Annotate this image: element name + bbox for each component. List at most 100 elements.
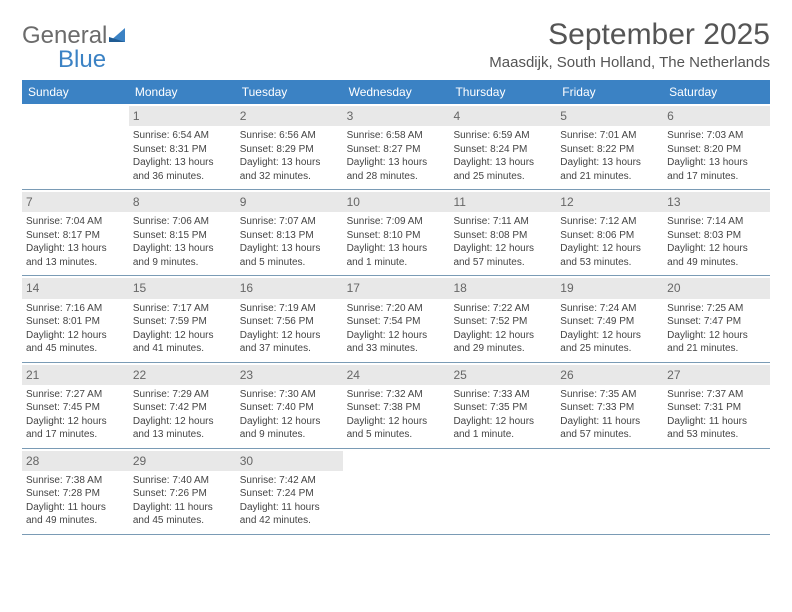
sunrise-text: Sunrise: 7:24 AM xyxy=(560,302,659,316)
sunrise-text: Sunrise: 7:29 AM xyxy=(133,388,232,402)
daylight-text: Daylight: 12 hours and 33 minutes. xyxy=(347,329,446,356)
day-cell xyxy=(556,449,663,534)
daylight-text: Daylight: 12 hours and 13 minutes. xyxy=(133,415,232,442)
day-number: 8 xyxy=(129,192,236,212)
day-cell: 25Sunrise: 7:33 AMSunset: 7:35 PMDayligh… xyxy=(449,363,556,448)
calendar-page: General Blue September 2025 Maasdijk, So… xyxy=(0,0,792,553)
sunrise-text: Sunrise: 7:17 AM xyxy=(133,302,232,316)
daylight-text: Daylight: 13 hours and 5 minutes. xyxy=(240,242,339,269)
day-number: 21 xyxy=(22,365,129,385)
weekday-wednesday: Wednesday xyxy=(343,80,450,104)
daylight-text: Daylight: 12 hours and 5 minutes. xyxy=(347,415,446,442)
sunset-text: Sunset: 7:59 PM xyxy=(133,315,232,329)
day-cell: 18Sunrise: 7:22 AMSunset: 7:52 PMDayligh… xyxy=(449,276,556,361)
sunset-text: Sunset: 7:24 PM xyxy=(240,487,339,501)
daylight-text: Daylight: 13 hours and 32 minutes. xyxy=(240,156,339,183)
sunset-text: Sunset: 8:03 PM xyxy=(667,229,766,243)
day-number: 1 xyxy=(129,106,236,126)
sunset-text: Sunset: 8:15 PM xyxy=(133,229,232,243)
day-cell: 3Sunrise: 6:58 AMSunset: 8:27 PMDaylight… xyxy=(343,104,450,189)
day-cell: 19 Sunrise: 7:24 AMSunset: 7:49 PMDayligh… xyxy=(556,276,663,361)
day-cell: 7Sunrise: 7:04 AMSunset: 8:17 PMDaylight… xyxy=(22,190,129,275)
day-number: 27 xyxy=(663,365,770,385)
day-cell xyxy=(663,449,770,534)
daylight-text: Daylight: 13 hours and 13 minutes. xyxy=(26,242,125,269)
daylight-text: Daylight: 12 hours and 17 minutes. xyxy=(26,415,125,442)
sunrise-text: Sunrise: 7:38 AM xyxy=(26,474,125,488)
sunrise-text: Sunrise: 7:12 AM xyxy=(560,215,659,229)
day-number: 5 xyxy=(556,106,663,126)
sunset-text: Sunset: 8:13 PM xyxy=(240,229,339,243)
day-number: 4 xyxy=(449,106,556,126)
weekday-sunday: Sunday xyxy=(22,80,129,104)
daylight-text: Daylight: 13 hours and 28 minutes. xyxy=(347,156,446,183)
sunrise-text: Sunrise: 6:59 AM xyxy=(453,129,552,143)
day-number: 19 xyxy=(556,278,663,298)
day-number: 13 xyxy=(663,192,770,212)
header: General Blue September 2025 Maasdijk, So… xyxy=(22,18,770,72)
logo-text: General Blue xyxy=(22,24,131,72)
day-number: 17 xyxy=(343,278,450,298)
week-row: 7Sunrise: 7:04 AMSunset: 8:17 PMDaylight… xyxy=(22,190,770,276)
day-cell: 27Sunrise: 7:37 AMSunset: 7:31 PMDayligh… xyxy=(663,363,770,448)
day-number: 22 xyxy=(129,365,236,385)
daylight-text: Daylight: 12 hours and 25 minutes. xyxy=(560,329,659,356)
day-cell: 24Sunrise: 7:32 AMSunset: 7:38 PMDayligh… xyxy=(343,363,450,448)
week-row: 21Sunrise: 7:27 AMSunset: 7:45 PMDayligh… xyxy=(22,363,770,449)
day-number: 7 xyxy=(22,192,129,212)
sunrise-text: Sunrise: 6:54 AM xyxy=(133,129,232,143)
day-number: 14 xyxy=(22,278,129,298)
day-number: 15 xyxy=(129,278,236,298)
day-number: 6 xyxy=(663,106,770,126)
day-number: 29 xyxy=(129,451,236,471)
sunrise-text: Sunrise: 7:35 AM xyxy=(560,388,659,402)
title-block: September 2025 Maasdijk, South Holland, … xyxy=(489,18,770,71)
daylight-text: Daylight: 11 hours and 42 minutes. xyxy=(240,501,339,528)
day-cell: 17Sunrise: 7:20 AMSunset: 7:54 PMDayligh… xyxy=(343,276,450,361)
day-cell: 10Sunrise: 7:09 AMSunset: 8:10 PMDayligh… xyxy=(343,190,450,275)
day-cell: 23Sunrise: 7:30 AMSunset: 7:40 PMDayligh… xyxy=(236,363,343,448)
day-cell: 21Sunrise: 7:27 AMSunset: 7:45 PMDayligh… xyxy=(22,363,129,448)
daylight-text: Daylight: 11 hours and 53 minutes. xyxy=(667,415,766,442)
daylight-text: Daylight: 13 hours and 1 minute. xyxy=(347,242,446,269)
daylight-text: Daylight: 12 hours and 9 minutes. xyxy=(240,415,339,442)
sunset-text: Sunset: 7:49 PM xyxy=(560,315,659,329)
day-cell: 26Sunrise: 7:35 AMSunset: 7:33 PMDayligh… xyxy=(556,363,663,448)
sunrise-text: Sunrise: 6:56 AM xyxy=(240,129,339,143)
sunset-text: Sunset: 8:08 PM xyxy=(453,229,552,243)
sunset-text: Sunset: 7:33 PM xyxy=(560,401,659,415)
day-number: 10 xyxy=(343,192,450,212)
sunrise-text: Sunrise: 7:19 AM xyxy=(240,302,339,316)
daylight-text: Daylight: 12 hours and 41 minutes. xyxy=(133,329,232,356)
sunrise-text: Sunrise: 7:27 AM xyxy=(26,388,125,402)
day-number: 3 xyxy=(343,106,450,126)
sunrise-text: Sunrise: 7:14 AM xyxy=(667,215,766,229)
day-number: 25 xyxy=(449,365,556,385)
sunset-text: Sunset: 7:42 PM xyxy=(133,401,232,415)
sunset-text: Sunset: 8:06 PM xyxy=(560,229,659,243)
weekday-monday: Monday xyxy=(129,80,236,104)
sunrise-text: Sunrise: 7:30 AM xyxy=(240,388,339,402)
day-cell: 22 Sunrise: 7:29 AMSunset: 7:42 PMDayligh… xyxy=(129,363,236,448)
week-row: 1Sunrise: 6:54 AMSunset: 8:31 PMDaylight… xyxy=(22,104,770,190)
day-cell: 6Sunrise: 7:03 AMSunset: 8:20 PMDaylight… xyxy=(663,104,770,189)
weeks-container: 1Sunrise: 6:54 AMSunset: 8:31 PMDaylight… xyxy=(22,104,770,535)
day-cell: 29Sunrise: 7:40 AMSunset: 7:26 PMDayligh… xyxy=(129,449,236,534)
daylight-text: Daylight: 12 hours and 29 minutes. xyxy=(453,329,552,356)
logo: General Blue xyxy=(22,18,131,72)
sunrise-text: Sunrise: 7:20 AM xyxy=(347,302,446,316)
daylight-text: Daylight: 13 hours and 9 minutes. xyxy=(133,242,232,269)
day-cell: 11Sunrise: 7:11 AMSunset: 8:08 PMDayligh… xyxy=(449,190,556,275)
day-cell: 8Sunrise: 7:06 AMSunset: 8:15 PMDaylight… xyxy=(129,190,236,275)
weekday-friday: Friday xyxy=(556,80,663,104)
weekday-saturday: Saturday xyxy=(663,80,770,104)
daylight-text: Daylight: 12 hours and 1 minute. xyxy=(453,415,552,442)
day-cell xyxy=(22,104,129,189)
sunset-text: Sunset: 7:52 PM xyxy=(453,315,552,329)
sunrise-text: Sunrise: 7:11 AM xyxy=(453,215,552,229)
sunrise-text: Sunrise: 7:40 AM xyxy=(133,474,232,488)
daylight-text: Daylight: 11 hours and 57 minutes. xyxy=(560,415,659,442)
day-number: 16 xyxy=(236,278,343,298)
daylight-text: Daylight: 13 hours and 36 minutes. xyxy=(133,156,232,183)
sunset-text: Sunset: 8:27 PM xyxy=(347,143,446,157)
